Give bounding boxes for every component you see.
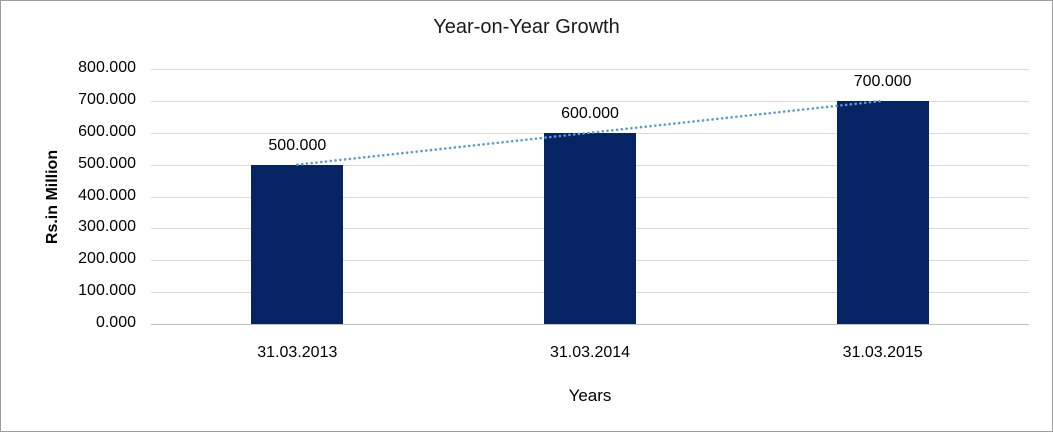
y-tick-label: 0.000 [95,314,136,331]
gridline [151,69,1029,70]
y-tick-label: 400.000 [78,186,136,204]
x-tick-label: 31.03.2014 [549,344,631,361]
x-axis-title: Years [568,386,612,405]
y-tick-label: 200.000 [78,250,136,268]
plot-area: 500.000 600.000 700.000 [151,69,1029,325]
x-tick-label: 31.03.2013 [257,344,338,361]
y-tick-label: 700.000 [78,90,136,108]
bar-value-label: 700.000 [853,72,912,90]
bar-value-label: 500.000 [268,136,327,154]
y-tick-label: 500.000 [78,154,136,172]
x-tick-label: 31.03.2015 [842,344,923,361]
bar-value-label: 600.000 [561,104,619,122]
y-tick-label: 300.000 [78,218,136,236]
chart-title: Year-on-Year Growth [433,16,620,38]
bar [836,100,929,324]
y-tick-label: 600.000 [78,122,136,140]
gridline [151,324,1029,325]
y-tick-label: 800.000 [78,59,136,76]
bar [251,164,344,324]
y-tick-label: 100.000 [78,282,136,300]
bar [544,132,636,324]
